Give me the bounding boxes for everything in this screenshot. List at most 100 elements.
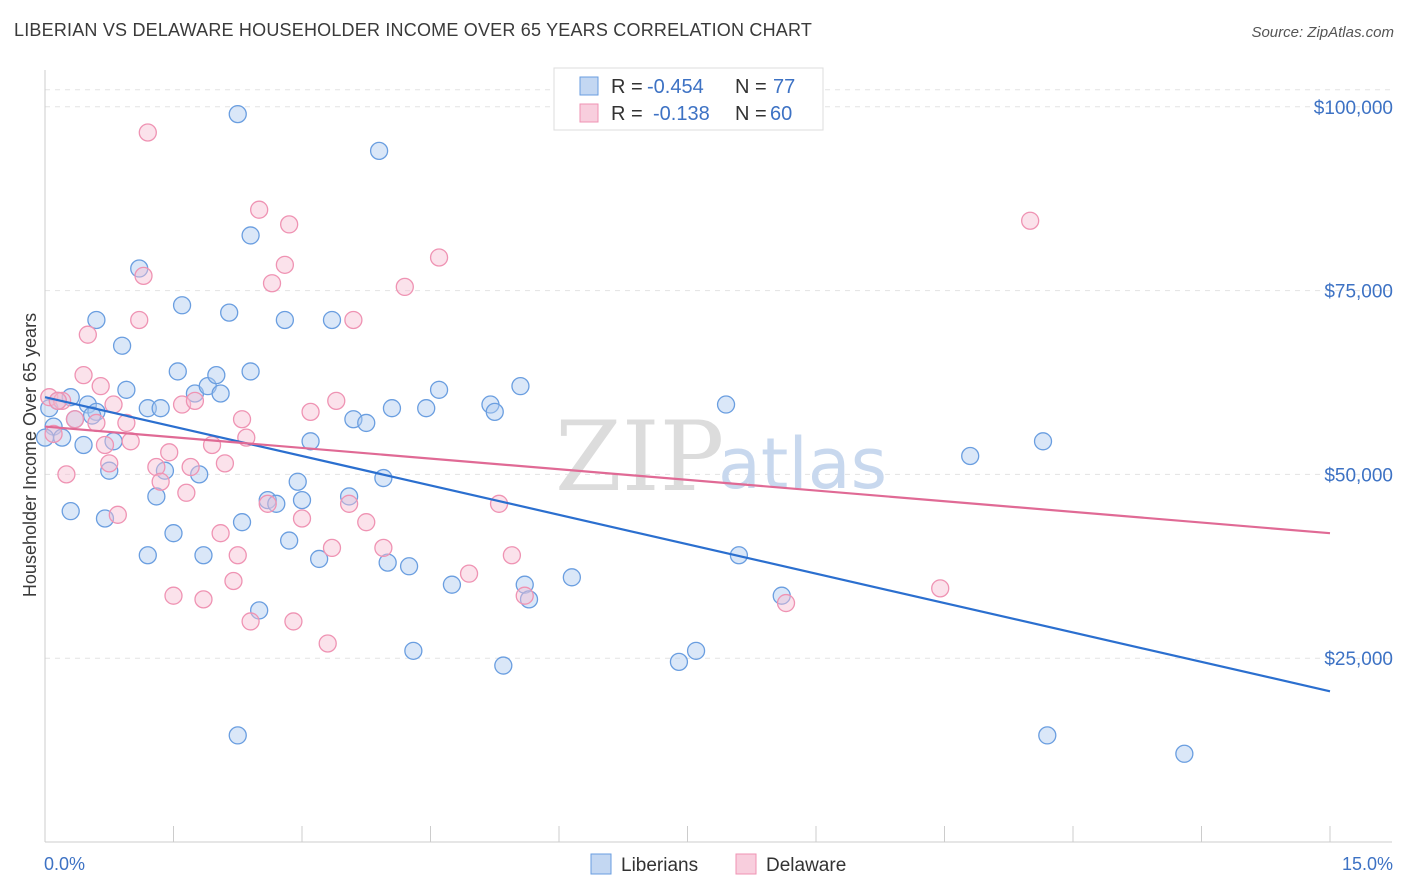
delaware-point-20 (160, 443, 179, 462)
y-tick-label-0: $25,000 (1324, 649, 1393, 670)
axes (44, 70, 1392, 843)
delaware-point-31 (228, 546, 247, 565)
source-label: Source: ZipAtlas.com (1251, 24, 1394, 41)
liberians-point-20 (151, 399, 170, 418)
delaware-point-32 (232, 410, 252, 429)
delaware-point-36 (258, 494, 277, 513)
delaware-point-21 (164, 586, 183, 605)
delaware-point-23 (177, 483, 196, 502)
delaware-point-49 (374, 538, 393, 558)
legend-liberians-n-label: N = (735, 76, 767, 98)
delaware-point-39 (279, 215, 299, 234)
watermark: ZIP atlas (555, 401, 887, 513)
delaware-point-38 (275, 255, 295, 274)
delaware-point-12 (108, 505, 127, 524)
y-tick-label-3: $100,000 (1314, 98, 1393, 119)
liberians-point-53 (399, 557, 419, 576)
liberians-point-15 (117, 380, 136, 399)
delaware-point-10 (100, 454, 119, 473)
delaware-point-4 (65, 410, 85, 429)
legend-delaware-r-value: -0.138 (653, 103, 710, 125)
delaware-point-46 (339, 494, 359, 513)
delaware-point-8 (91, 377, 110, 396)
delaware-point-57 (931, 579, 950, 598)
delaware-point-40 (284, 612, 303, 631)
delaware-point-44 (322, 538, 342, 558)
delaware-point-19 (151, 472, 170, 491)
liberians-point-7 (74, 435, 93, 455)
delaware-point-24 (181, 457, 200, 477)
liberians-point-43 (301, 432, 320, 451)
liberians-trend-line (44, 396, 1331, 693)
delaware-point-18 (147, 457, 166, 477)
liberians-point-19 (147, 487, 166, 506)
liberians-point-55 (417, 399, 436, 418)
liberians-point-32 (228, 104, 247, 124)
delaware-point-34 (241, 612, 260, 631)
delaware-point-37 (262, 274, 282, 293)
bottom-legend-swatch-delaware (735, 853, 757, 875)
data-points (35, 104, 1194, 763)
delaware-point-54 (502, 546, 522, 565)
liberians-point-49 (369, 141, 389, 161)
delaware-point-58 (1021, 211, 1040, 230)
liberians-point-48 (357, 413, 376, 433)
liberians-point-14 (112, 336, 132, 355)
liberians-point-59 (485, 402, 504, 422)
delaware-point-56 (776, 593, 796, 613)
liberians-point-71 (1033, 432, 1053, 451)
liberians-point-33 (228, 726, 247, 745)
legend-delaware-n-value: 60 (770, 103, 792, 125)
liberians-point-52 (382, 399, 402, 418)
delaware-point-41 (292, 509, 312, 528)
liberians-point-66 (686, 641, 706, 660)
legend-liberians-r-label: R = (611, 76, 643, 98)
delaware-point-3 (57, 465, 76, 484)
liberians-point-60 (494, 656, 513, 675)
liberians-point-46 (339, 487, 359, 506)
liberians-point-40 (279, 531, 299, 550)
delaware-point-14 (121, 432, 140, 451)
liberians-point-41 (288, 472, 307, 491)
liberians-point-22 (164, 524, 183, 543)
delaware-point-26 (194, 590, 213, 609)
bottom-legend-swatch-liberians (590, 853, 612, 875)
liberians-point-70 (961, 446, 980, 466)
delaware-point-52 (459, 564, 479, 583)
legend-liberians-r-value: -0.454 (647, 76, 704, 98)
delaware-point-55 (515, 586, 534, 605)
liberians-point-67 (716, 395, 736, 414)
delaware-point-30 (224, 571, 243, 591)
delaware-point-53 (489, 494, 509, 513)
legend-delaware-r-label: R = (611, 103, 643, 125)
legend-swatch-liberians (579, 76, 599, 96)
liberians-point-73 (1175, 744, 1194, 763)
delaware-point-50 (395, 277, 414, 297)
legend-swatch-delaware (579, 103, 599, 123)
liberians-point-29 (207, 365, 226, 385)
delaware-point-25 (185, 391, 205, 411)
liberians-point-24 (172, 296, 192, 315)
liberians-point-72 (1038, 726, 1057, 745)
liberians-point-27 (194, 546, 213, 565)
x-tick-labels: 0.0% 15.0% (44, 854, 1393, 874)
liberians-point-9 (87, 310, 106, 330)
liberians-point-36 (241, 362, 260, 381)
delaware-point-9 (95, 435, 115, 455)
liberians-point-17 (138, 546, 157, 565)
liberians-point-42 (292, 490, 312, 510)
delaware-point-1 (44, 424, 63, 444)
legend-liberians-n-value: 77 (773, 76, 795, 98)
bottom-legend: Liberians Delaware (590, 853, 846, 876)
liberians-point-18 (138, 399, 157, 418)
watermark-zip: ZIP (555, 401, 724, 513)
watermark-atlas: atlas (718, 423, 887, 505)
liberians-point-5 (61, 501, 80, 521)
delaware-point-51 (429, 248, 449, 267)
delaware-point-35 (250, 200, 269, 219)
liberians-point-54 (404, 641, 423, 660)
delaware-point-6 (78, 325, 97, 344)
delaware-point-45 (327, 391, 346, 411)
liberians-point-44 (309, 549, 329, 569)
